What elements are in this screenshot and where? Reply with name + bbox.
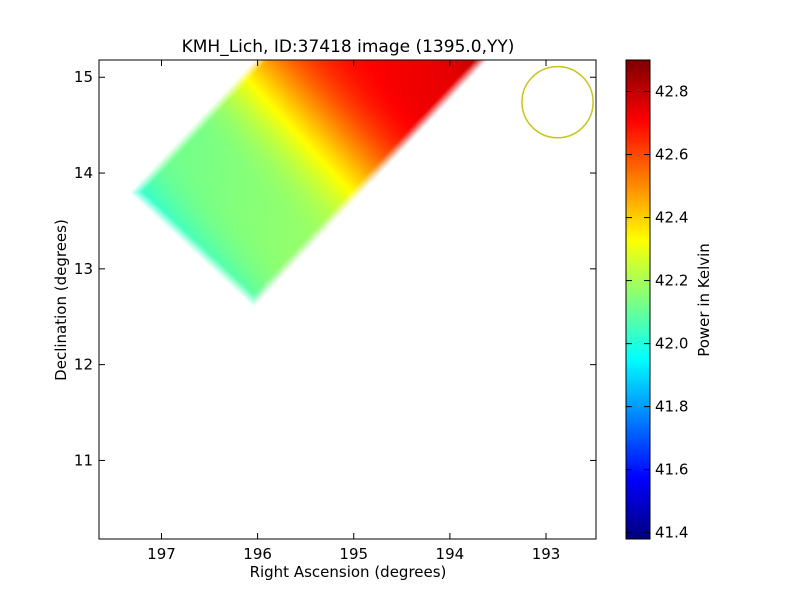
colorbar-tick-label: 42.0 [655,335,688,353]
x-tick-label: 195 [339,545,368,563]
y-tick-label: 11 [74,451,93,469]
colorbar-tick-label: 42.4 [655,209,688,227]
y-tick-label: 15 [74,68,93,86]
heatmap-image [99,60,596,539]
y-tick-label: 13 [74,260,93,278]
x-tick-label: 197 [147,545,176,563]
colorbar-tick-label: 41.4 [655,524,688,542]
chart-title: KMH_Lich, ID:37418 image (1395.0,YY) [182,37,515,57]
x-tick-label: 193 [532,545,561,563]
y-axis-ticks: 11 12 13 14 15 [74,68,596,469]
colorbar-frame [625,59,651,540]
colorbar [626,60,650,539]
colorbar-tick-label: 41.6 [655,461,688,479]
colorbar-tick-label: 42.8 [655,83,688,101]
x-axis-ticks: 197 196 195 194 193 [147,60,560,563]
x-tick-label: 196 [243,545,272,563]
x-axis-label: Right Ascension (degrees) [250,563,447,581]
x-tick-label: 194 [436,545,465,563]
colorbar-tick-label: 42.2 [655,272,688,290]
colorbar-tick-label: 41.8 [655,398,688,416]
colorbar-tick-label: 42.6 [655,146,688,164]
y-tick-label: 14 [74,164,93,182]
y-axis-label: Declination (degrees) [52,219,70,381]
y-tick-label: 12 [74,356,93,374]
colorbar-label: Power in Kelvin [695,243,713,357]
beam-circle [521,65,594,139]
colorbar-ticks: 41.4 41.6 41.8 42.0 42.2 42.4 42.6 42.8 [626,83,688,542]
plot-frame [98,59,597,540]
